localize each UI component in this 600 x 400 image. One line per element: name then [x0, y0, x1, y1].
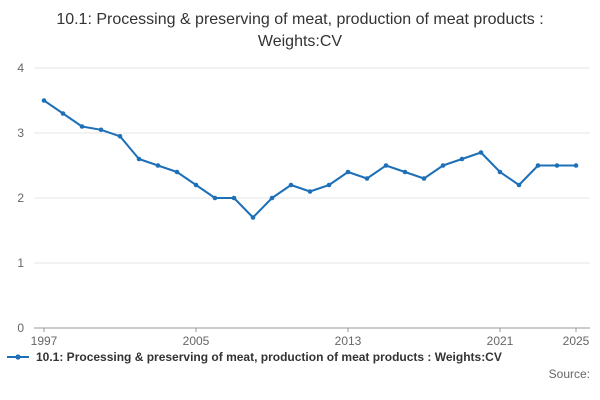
legend-label: 10.1: Processing & preserving of meat, p…: [36, 350, 502, 364]
x-tick-label: 1997: [31, 334, 58, 348]
data-point: [421, 176, 427, 181]
data-point: [497, 169, 503, 175]
legend-line-marker-icon: [7, 354, 29, 360]
data-point: [269, 195, 275, 201]
line-chart: 0 1 2 3 4 1997 2005 2013 2021 2025: [17, 61, 590, 348]
data-point: [402, 169, 408, 175]
data-point: [79, 124, 85, 129]
data-point: [41, 98, 47, 103]
y-tick-label: 1: [17, 256, 24, 270]
legend-dot: [15, 354, 21, 360]
x-tick-label: 2005: [183, 334, 210, 348]
data-point: [383, 163, 389, 168]
data-point: [440, 163, 446, 168]
data-point: [364, 176, 370, 181]
x-tick-label: 2013: [335, 334, 362, 348]
data-point: [516, 182, 522, 188]
chart-title: 10.1: Processing & preserving of meat, p…: [56, 11, 544, 50]
data-point: [155, 163, 161, 168]
x-tick-label: 2021: [487, 334, 514, 348]
data-point: [231, 195, 237, 201]
y-tick-label: 3: [17, 126, 24, 140]
data-point: [554, 163, 560, 168]
y-tick-label: 2: [17, 191, 24, 205]
source-label: Source:: [548, 367, 590, 381]
data-point: [60, 111, 66, 116]
data-point: [117, 133, 123, 139]
data-point: [212, 195, 218, 201]
data-point: [573, 163, 579, 168]
data-point: [535, 163, 541, 168]
data-point: [345, 169, 351, 175]
data-point: [478, 150, 484, 155]
data-line: [43, 99, 577, 219]
y-tick-label: 0: [17, 321, 24, 335]
x-tick-label: 2025: [563, 334, 590, 348]
data-point: [459, 156, 465, 162]
data-point: [288, 182, 294, 188]
data-point: [326, 182, 332, 188]
data-point: [174, 169, 180, 175]
y-tick-label: 4: [17, 61, 24, 75]
data-point: [193, 182, 199, 188]
data-point: [250, 215, 256, 220]
data-point: [136, 156, 142, 162]
legend[interactable]: 10.1: Processing & preserving of meat, p…: [0, 348, 600, 364]
data-point: [98, 127, 104, 133]
data-point: [307, 189, 313, 194]
